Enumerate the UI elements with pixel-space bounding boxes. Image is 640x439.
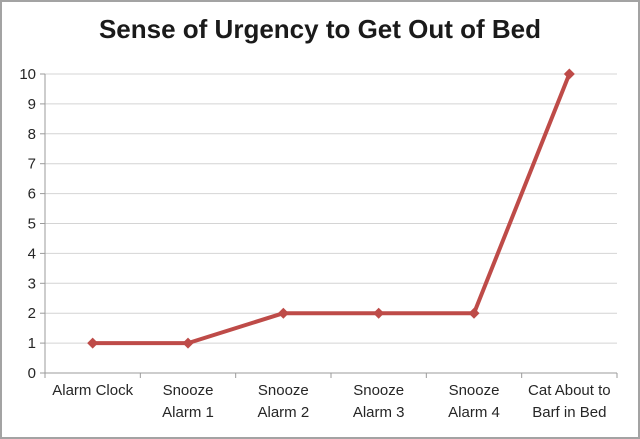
chart-title: Sense of Urgency to Get Out of Bed — [98, 14, 542, 44]
x-tick-label: Alarm 1 — [162, 404, 214, 421]
y-tick-label: 10 — [19, 66, 36, 83]
data-point-marker — [373, 307, 385, 319]
x-tick-label: Cat About to — [528, 382, 611, 399]
y-tick-label: 8 — [28, 126, 36, 143]
x-tick-label: Snooze — [353, 382, 404, 399]
data-point-marker — [563, 68, 575, 80]
data-point-marker — [87, 337, 99, 349]
y-tick-label: 9 — [28, 96, 36, 113]
x-tick-label: Alarm 2 — [257, 404, 309, 421]
data-point-marker — [182, 337, 194, 349]
x-tick-label: Barf in Bed — [532, 404, 606, 421]
x-tick-label: Snooze — [449, 382, 500, 399]
x-tick-label: Alarm 3 — [353, 404, 405, 421]
y-tick-label: 3 — [28, 275, 36, 292]
data-point-marker — [468, 307, 480, 319]
x-tick-label: Snooze — [258, 382, 309, 399]
y-tick-label: 1 — [28, 335, 36, 352]
data-point-marker — [277, 307, 289, 319]
y-tick-label: 7 — [28, 156, 36, 173]
x-tick-label: Alarm Clock — [52, 382, 133, 399]
y-tick-label: 6 — [28, 186, 36, 203]
data-series-line — [90, 72, 572, 346]
y-tick-label: 5 — [28, 216, 36, 233]
y-tick-label: 2 — [28, 305, 36, 322]
y-tick-label: 4 — [28, 245, 36, 262]
x-tick-label: Snooze — [163, 382, 214, 399]
y-tick-label: 0 — [28, 365, 36, 382]
x-tick-label: Alarm 4 — [448, 404, 500, 421]
